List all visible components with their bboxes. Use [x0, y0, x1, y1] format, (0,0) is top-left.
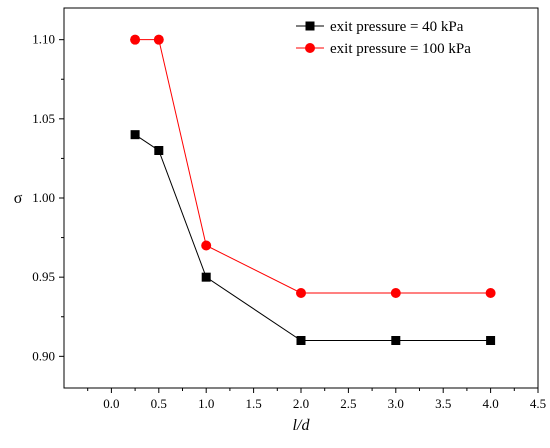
- data-point: [201, 240, 212, 251]
- y-tick-label: 1.00: [32, 190, 55, 205]
- axes: 0.0 0.5 1.0 1.5 2.0 2.5 3.0 3.5 4.0 4.5 0.90 0.95 1.…: [14, 7, 546, 434]
- y-axis-label: σ: [14, 190, 23, 207]
- data-point: [486, 336, 496, 345]
- x-tick-label: 2.0: [293, 396, 309, 411]
- y-tick-label: 0.90: [32, 348, 55, 363]
- x-tick-label: 3.5: [435, 396, 451, 411]
- data-point: [153, 34, 164, 45]
- plot-frame: [63, 7, 539, 389]
- legend-entry: exit pressure = 40 kPa: [296, 19, 464, 35]
- y-tick-label: 1.10: [32, 32, 55, 47]
- data-point: [130, 130, 140, 140]
- y-tick-label: 1.05: [32, 111, 55, 126]
- series-layer: [130, 34, 496, 345]
- data-point: [485, 288, 496, 298]
- series-line: [134, 134, 491, 341]
- x-tick-label: 0.0: [103, 396, 119, 411]
- legend-label: exit pressure = 40 kPa: [330, 19, 464, 35]
- x-tick-label: 4.0: [482, 396, 498, 411]
- x-tick-label: 1.0: [198, 396, 214, 411]
- x-tick-label: 2.5: [340, 396, 356, 411]
- series-0: [130, 130, 496, 345]
- legend-entry: exit pressure = 100 kPa: [296, 41, 471, 57]
- data-point: [390, 288, 401, 298]
- series-line: [135, 39, 491, 294]
- series-1: [130, 34, 496, 298]
- data-point: [296, 336, 306, 345]
- data-point: [130, 34, 141, 45]
- legend: exit pressure = 40 kPa exit pressure = 10…: [296, 19, 471, 57]
- legend-marker: [305, 43, 315, 53]
- x-axis-label: l/d: [293, 417, 311, 434]
- data-point: [296, 288, 306, 298]
- data-point: [391, 336, 401, 345]
- legend-marker: [305, 21, 315, 31]
- data-point: [201, 272, 211, 282]
- x-tick-label: 1.5: [245, 396, 261, 411]
- x-tick-label: 4.5: [530, 396, 546, 411]
- legend-label: exit pressure = 100 kPa: [330, 41, 471, 57]
- data-point: [154, 146, 164, 155]
- x-tick-label: 0.5: [151, 396, 167, 411]
- x-tick-label: 3.0: [388, 396, 404, 411]
- y-tick-label: 0.95: [32, 269, 55, 284]
